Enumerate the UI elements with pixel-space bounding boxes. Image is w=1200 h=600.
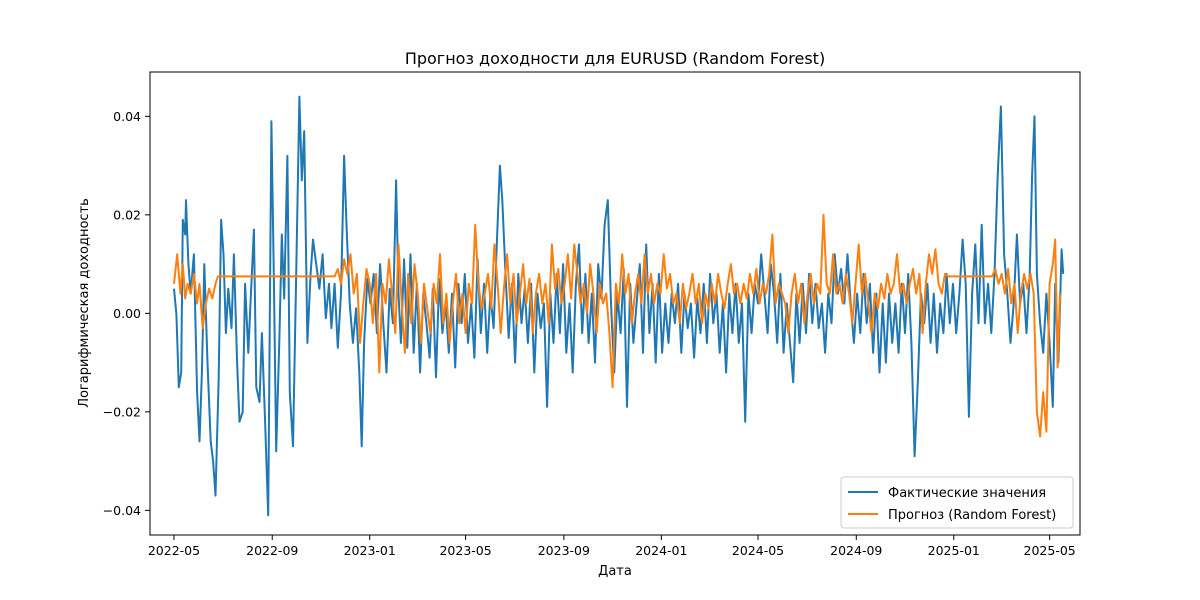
x-tick-label: 2024-09 — [830, 543, 882, 558]
x-tick-label: 2024-01 — [635, 543, 687, 558]
y-tick-label: 0.00 — [113, 306, 141, 321]
x-tick-label: 2023-01 — [344, 543, 396, 558]
y-tick-label: −0.04 — [103, 503, 141, 518]
chart-title: Прогноз доходности для EURUSD (Random Fo… — [405, 49, 825, 68]
x-tick-label: 2023-05 — [439, 543, 491, 558]
y-tick-label: 0.02 — [113, 207, 141, 222]
x-tick-label: 2023-09 — [538, 543, 590, 558]
x-tick-label: 2022-09 — [246, 543, 298, 558]
x-tick-label: 2022-05 — [148, 543, 200, 558]
series-layer — [173, 95, 1065, 517]
x-tick-label: 2024-05 — [732, 543, 784, 558]
series-line-1 — [173, 213, 1061, 438]
y-axis-label: Логарифмическая доходность — [77, 198, 92, 408]
legend-box — [840, 476, 1074, 529]
ticks-layer: 2022-05 2022-09 2023-01 2023-05 2023-09 2024-… — [103, 109, 1076, 558]
plot-frame — [149, 71, 1081, 536]
y-tick-label: 0.04 — [113, 109, 141, 124]
series-line-0 — [173, 95, 1065, 517]
x-axis-label: Дата — [598, 564, 632, 579]
legend-label-actual: Фактические значения — [888, 486, 1046, 501]
x-tick-label: 2025-05 — [1024, 543, 1076, 558]
x-tick-label: 2025-01 — [928, 543, 980, 558]
legend: Фактические значения Прогноз (Random For… — [840, 476, 1074, 529]
y-tick-label: −0.02 — [103, 404, 141, 419]
legend-label-forecast: Прогноз (Random Forest) — [888, 508, 1056, 523]
